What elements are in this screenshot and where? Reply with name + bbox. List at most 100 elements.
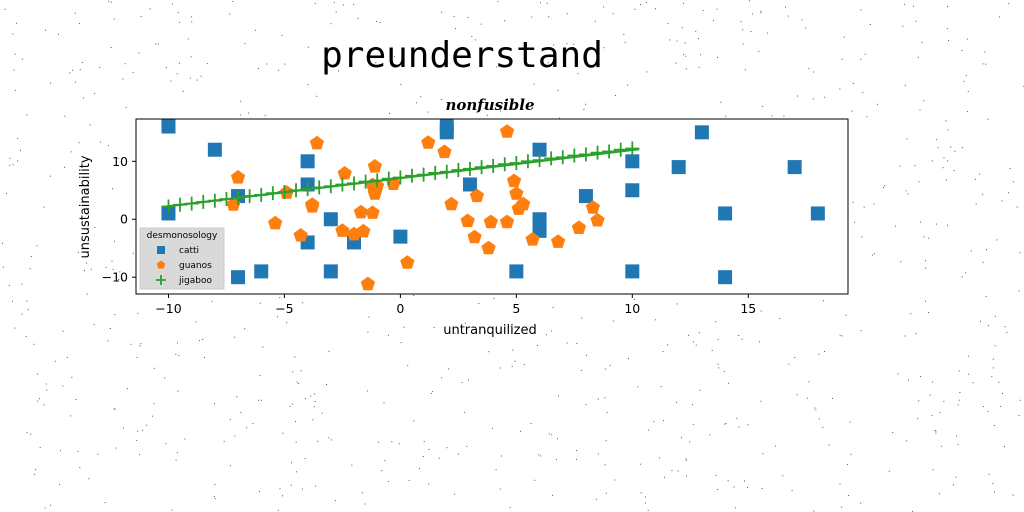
- x-axis: −10 −5 0 5 10 15: [155, 294, 756, 316]
- point-guanos: [460, 213, 475, 228]
- point-guanos: [356, 223, 371, 238]
- point-catti: [532, 223, 547, 238]
- point-jigaboo: [207, 193, 222, 208]
- x-tick-label: 10: [624, 301, 640, 316]
- legend-item-catti: catti: [157, 246, 199, 256]
- x-tick-label: 15: [740, 301, 756, 316]
- point-jigaboo: [509, 156, 524, 171]
- point-catti: [625, 154, 640, 169]
- point-catti: [393, 229, 408, 244]
- legend-marker: [156, 275, 166, 285]
- point-jigaboo: [312, 180, 327, 195]
- point-guanos: [551, 234, 566, 248]
- point-guanos: [525, 232, 540, 246]
- legend-label: guanos: [179, 261, 212, 271]
- point-jigaboo: [347, 176, 362, 191]
- point-catti: [207, 142, 222, 157]
- point-guanos: [293, 228, 308, 242]
- point-jigaboo: [555, 150, 570, 165]
- point-catti: [323, 264, 338, 279]
- point-catti: [323, 212, 338, 227]
- point-jigaboo: [486, 158, 501, 173]
- legend-box: [139, 227, 225, 290]
- point-guanos: [481, 240, 496, 255]
- point-jigaboo: [161, 199, 176, 214]
- point-jigaboo: [532, 153, 547, 168]
- point-jigaboo: [381, 171, 396, 186]
- point-guanos: [305, 199, 320, 213]
- point-guanos: [483, 214, 498, 229]
- point-guanos: [367, 159, 382, 173]
- legend-label: catti: [179, 246, 199, 256]
- point-jigaboo: [462, 161, 477, 176]
- point-guanos: [268, 215, 283, 230]
- point-jigaboo: [428, 165, 443, 180]
- chart-title: nonfusible: [445, 96, 534, 114]
- point-guanos: [571, 220, 587, 234]
- point-jigaboo: [335, 177, 350, 192]
- point-jigaboo: [393, 170, 408, 185]
- x-axis-label: untranquilized: [443, 323, 537, 338]
- x-tick-label: −10: [155, 301, 181, 316]
- point-jigaboo: [439, 164, 454, 179]
- point-catti: [694, 125, 709, 140]
- point-jigaboo: [520, 154, 535, 169]
- point-guanos: [226, 197, 241, 211]
- point-guanos: [437, 144, 452, 159]
- point-jigaboo: [231, 190, 246, 205]
- x-tick-label: 0: [396, 301, 404, 316]
- legend-item-jigaboo: jigaboo: [156, 275, 212, 286]
- x-tick-label: 5: [512, 301, 520, 316]
- point-catti: [462, 177, 477, 192]
- legend-marker: [157, 246, 165, 254]
- point-jigaboo: [497, 157, 512, 172]
- legend: desmonosology catti guanos jigaboo: [139, 227, 225, 290]
- point-catti: [161, 119, 176, 134]
- y-tick-label: −10: [102, 270, 128, 285]
- point-jigaboo: [277, 185, 292, 200]
- point-jigaboo: [358, 174, 373, 189]
- point-guanos: [421, 135, 436, 149]
- point-catti: [718, 270, 733, 285]
- plot-area: [136, 119, 848, 294]
- point-guanos: [585, 200, 600, 214]
- point-jigaboo: [300, 182, 315, 197]
- x-tick-label: −5: [275, 301, 293, 316]
- point-jigaboo: [474, 160, 489, 175]
- point-catti: [625, 264, 640, 279]
- point-guanos: [400, 255, 415, 269]
- point-guanos: [469, 188, 485, 203]
- point-jigaboo: [289, 183, 304, 198]
- legend-marker: [156, 260, 166, 269]
- point-jigaboo: [625, 141, 640, 156]
- point-guanos: [360, 276, 376, 291]
- series-jigaboo: [161, 141, 640, 214]
- y-axis-label: unsustainability: [78, 155, 93, 258]
- point-guanos: [230, 170, 246, 184]
- point-jigaboo: [590, 145, 605, 160]
- point-guanos: [590, 212, 605, 227]
- plot-frame: [135, 118, 849, 295]
- point-jigaboo: [578, 147, 593, 162]
- chart-suptitle: preunderstand: [321, 35, 603, 76]
- legend-label: jigaboo: [178, 276, 212, 286]
- y-tick-label: 0: [120, 212, 128, 227]
- data-marks: [161, 119, 825, 291]
- point-jigaboo: [404, 168, 419, 183]
- point-guanos: [499, 124, 515, 138]
- legend-title: desmonosology: [147, 231, 218, 241]
- point-jigaboo: [254, 187, 269, 202]
- series-catti: [161, 119, 825, 285]
- point-jigaboo: [451, 162, 466, 177]
- point-guanos: [444, 196, 459, 211]
- point-catti: [718, 206, 733, 221]
- point-guanos: [309, 135, 324, 150]
- point-catti: [254, 264, 269, 279]
- legend-item-guanos: guanos: [156, 260, 212, 271]
- point-jigaboo: [242, 189, 257, 204]
- point-guanos: [353, 204, 369, 219]
- point-jigaboo: [370, 173, 385, 188]
- point-jigaboo: [567, 148, 582, 163]
- point-catti: [300, 154, 315, 169]
- point-guanos: [335, 223, 350, 237]
